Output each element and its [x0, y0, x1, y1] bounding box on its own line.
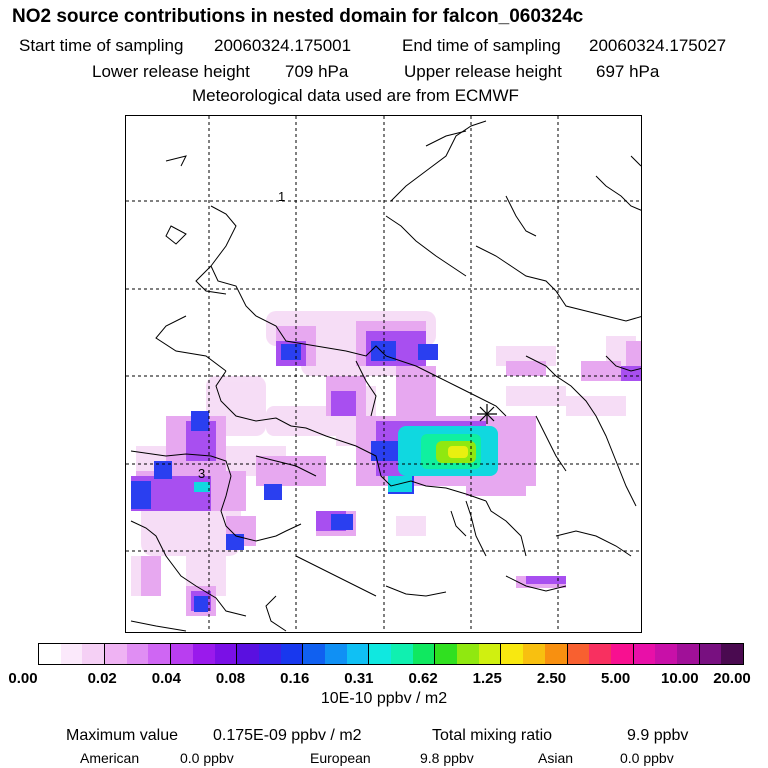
colorbar-tick-label: 2.50 — [536, 670, 567, 687]
colorbar — [38, 643, 744, 665]
grid-label-1: 1 — [278, 189, 285, 204]
colorbar-segment — [544, 644, 567, 664]
lower-height-label: Lower release height — [92, 62, 250, 81]
start-time-value: 20060324.175001 — [214, 36, 352, 55]
graticule-layer — [126, 116, 641, 632]
colorbar-segment — [391, 644, 413, 664]
colorbar-tick-label: 0.62 — [408, 670, 438, 687]
page-title: NO2 source contributions in nested domai… — [12, 6, 584, 27]
colorbar-segment — [60, 644, 83, 664]
colorbar-segment — [434, 644, 458, 664]
colorbar-segment — [324, 644, 347, 664]
american-label: American — [80, 750, 140, 766]
colorbar-segment — [214, 644, 237, 664]
release-site-marker — [477, 404, 497, 424]
total-mixing-label: Total mixing ratio — [432, 727, 553, 744]
map-panel: 1 3 — [125, 115, 642, 633]
colorbar-segment — [368, 644, 391, 664]
total-mixing-value: 9.9 ppbv — [627, 727, 689, 744]
colorbar-tick-label: 5.00 — [601, 670, 631, 687]
max-value-text: 0.175E-09 ppbv / m2 — [213, 727, 362, 744]
colorbar-segment — [302, 644, 325, 664]
american-value: 0.0 ppbv — [180, 750, 234, 766]
colorbar-segment — [566, 644, 590, 664]
asian-value: 0.0 ppbv — [620, 750, 674, 766]
colorbar-segment — [478, 644, 501, 664]
lower-height-value: 709 hPa — [285, 62, 349, 81]
colorbar-unit: 10E-10 ppbv / m2 — [320, 690, 448, 707]
colorbar-tick-label: 0.16 — [280, 670, 310, 687]
colorbar-tick-label: 1.25 — [472, 670, 502, 687]
colorbar-segment — [280, 644, 303, 664]
grid-label-3: 3 — [198, 466, 205, 481]
colorbar-segment — [170, 644, 193, 664]
colorbar-segment — [500, 644, 524, 664]
concentration-layer — [131, 311, 641, 616]
colorbar-tick-label: 0.02 — [87, 670, 117, 687]
colorbar-tick-label: 10.00 — [661, 670, 699, 687]
colorbar-segment — [610, 644, 633, 664]
colorbar-segment — [258, 644, 281, 664]
end-time-label: End time of sampling — [402, 36, 561, 55]
colorbar-segment — [589, 644, 611, 664]
upper-height-label: Upper release height — [404, 62, 562, 81]
colorbar-tick-label: 0.04 — [151, 670, 181, 687]
colorbar-tick-label: 0.31 — [344, 670, 374, 687]
colorbar-tick-label: 0.00 — [8, 670, 38, 687]
colorbar-segment — [236, 644, 259, 664]
colorbar-segment — [39, 644, 61, 664]
colorbar-segment — [192, 644, 215, 664]
colorbar-segment — [632, 644, 656, 664]
colorbar-tick-label: 0.08 — [215, 670, 246, 687]
coastline-layer — [130, 120, 641, 632]
colorbar-segment — [698, 644, 722, 664]
asian-label: Asian — [538, 750, 574, 766]
map-svg: 1 3 — [126, 116, 641, 632]
colorbar-segment — [655, 644, 677, 664]
european-label: European — [310, 750, 371, 766]
colorbar-segment — [457, 644, 479, 664]
colorbar-segment — [676, 644, 699, 664]
european-value: 9.8 ppbv — [420, 750, 474, 766]
colorbar-segment — [126, 644, 149, 664]
colorbar-segment — [721, 644, 743, 664]
max-value-label: Maximum value — [66, 727, 179, 744]
colorbar-segment — [412, 644, 435, 664]
start-time-label: Start time of sampling — [19, 36, 184, 55]
colorbar-segment — [104, 644, 127, 664]
end-time-value: 20060324.175027 — [589, 36, 727, 55]
colorbar-segment — [82, 644, 105, 664]
met-data-text: Meteorological data used are from ECMWF — [192, 86, 519, 105]
colorbar-segment — [523, 644, 545, 664]
colorbar-tick-label: 20.00 — [713, 670, 751, 687]
upper-height-value: 697 hPa — [596, 62, 660, 81]
colorbar-segment — [346, 644, 369, 664]
colorbar-segment — [148, 644, 171, 664]
